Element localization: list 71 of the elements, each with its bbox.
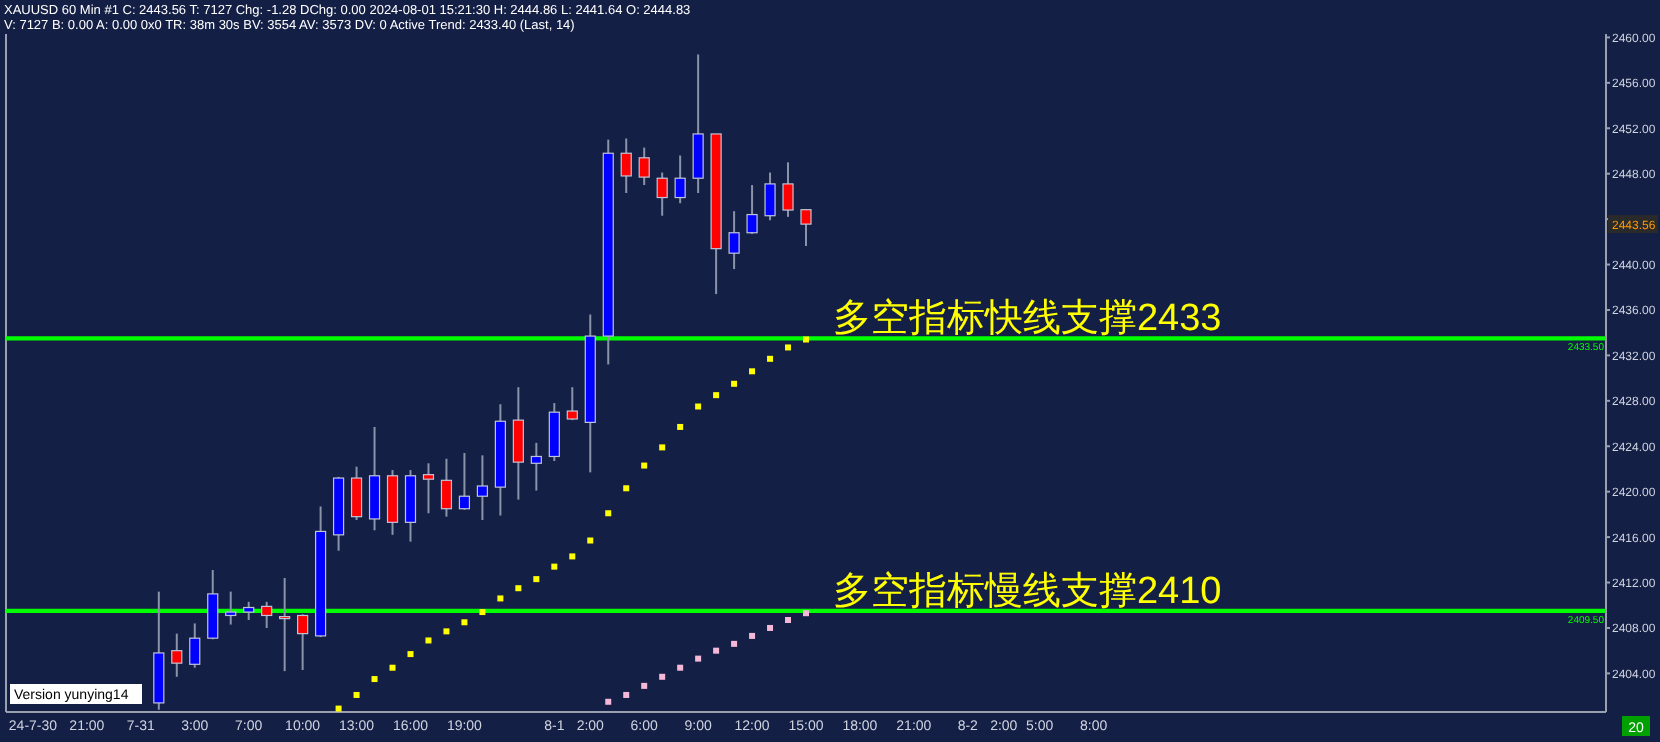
candlestick: [638, 146, 650, 187]
point: [659, 444, 666, 451]
point: [497, 595, 504, 602]
point: [461, 619, 468, 626]
point: [677, 423, 684, 430]
point: [533, 576, 540, 583]
candlestick: [297, 613, 309, 671]
candlestick: [350, 465, 363, 522]
annotation: 多空指标慢线支撑2410: [832, 568, 1222, 613]
point: [767, 624, 774, 631]
candlestick: [458, 452, 471, 511]
point: [767, 355, 774, 362]
candlestick: [764, 171, 776, 222]
candlestick: [279, 576, 291, 673]
annotation: 多空指标快线支撑2433: [832, 296, 1222, 341]
point: [749, 632, 756, 639]
point: [623, 691, 630, 698]
candlestick: [422, 462, 435, 515]
candlestick: [368, 425, 381, 532]
candlestick: [692, 53, 704, 194]
point: [407, 651, 414, 658]
point: [587, 537, 594, 544]
point: [515, 585, 522, 592]
point: [785, 344, 792, 351]
candlestick: [404, 469, 417, 543]
candlestick: [207, 569, 219, 641]
point: [713, 647, 720, 654]
point: [353, 691, 360, 698]
point: [605, 698, 612, 705]
candlestick: [674, 154, 686, 205]
point: [785, 617, 792, 624]
point: [677, 664, 684, 671]
point: [803, 336, 809, 343]
point: [803, 610, 809, 617]
candlestick: [782, 161, 794, 218]
candlestick: [512, 386, 524, 501]
candlestick: [189, 622, 201, 669]
point: [569, 553, 576, 560]
point: [695, 655, 702, 662]
point: [605, 510, 612, 517]
point: [335, 705, 342, 712]
candlestick: [261, 600, 273, 629]
point: [731, 380, 738, 387]
point: [371, 676, 378, 683]
point: [443, 628, 450, 635]
candlestick: [746, 184, 758, 235]
point: [641, 462, 648, 469]
point: [713, 392, 720, 399]
point: [749, 368, 756, 375]
candlestick: [440, 457, 453, 518]
candlestick: [800, 208, 812, 247]
candlestick: [566, 386, 578, 422]
point: [623, 485, 630, 492]
candlestick: [243, 600, 255, 622]
point: [551, 563, 558, 570]
point: [641, 682, 648, 689]
point: [479, 609, 486, 616]
point: [695, 403, 702, 410]
point: [389, 664, 396, 671]
point: [659, 673, 666, 680]
point: [425, 637, 432, 644]
candlestick: [728, 210, 740, 271]
candlestick: [171, 632, 183, 678]
candlestick: [656, 171, 668, 217]
candlestick: [530, 441, 542, 492]
candlestick: [620, 137, 632, 194]
candlestick: [476, 454, 488, 522]
candlestick: [386, 469, 399, 536]
candlestick: [548, 402, 560, 463]
candlestick: [225, 590, 237, 626]
point: [731, 640, 738, 647]
